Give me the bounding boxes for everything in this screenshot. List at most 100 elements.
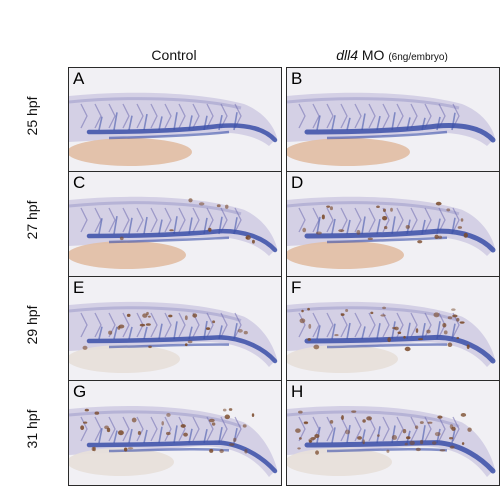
intersegmental-vessel [316, 325, 321, 340]
somite-boundary [354, 416, 362, 442]
panel-letter: G [73, 382, 87, 401]
pigment-spot [301, 309, 304, 313]
dorsal-band [69, 97, 242, 110]
intersegmental-vessel [421, 219, 426, 235]
somite-boundary [298, 207, 306, 233]
intersegmental-vessel [128, 115, 133, 131]
intersegmental-vessel [128, 326, 133, 340]
pigment-spot [180, 424, 186, 428]
pigment-spot [211, 422, 216, 426]
pigment-spot [456, 336, 460, 340]
pigment-spot [383, 226, 388, 230]
pigment-spot [205, 327, 211, 330]
pigment-spot [404, 346, 411, 352]
pigment-spot [446, 208, 451, 212]
somite-boundary [354, 207, 362, 233]
pigment-spot [166, 412, 171, 417]
column-header-control: Control [151, 47, 197, 63]
pigment-spot [137, 430, 142, 435]
intersegmental-vessel [143, 216, 148, 235]
embryo-image [69, 92, 278, 166]
pigment-spot [404, 442, 408, 446]
intersegmental-vessel [98, 218, 103, 235]
intersegmental-vessel [113, 112, 118, 131]
somite-boundary [164, 207, 172, 233]
somite-boundary [206, 103, 214, 129]
intersegmental-vessel [391, 216, 396, 235]
embryo-image [69, 301, 278, 373]
somite-boundary [298, 103, 306, 129]
row-label-29hpf: 29 hpf [24, 305, 40, 345]
intersegmental-vessel [346, 219, 351, 235]
pigment-spot [198, 202, 205, 206]
somite-boundary [108, 207, 116, 233]
pigment-spot [169, 229, 174, 232]
pigment-spot [397, 331, 402, 334]
somite-boundary [192, 207, 200, 233]
pigment-spot [187, 340, 193, 344]
somite-boundary [122, 207, 130, 233]
pigment-spot [108, 330, 113, 335]
pigment-spot [242, 424, 247, 428]
intersegmental-vessel [406, 117, 411, 131]
pigment-spot [438, 235, 443, 239]
pigment-spot [414, 425, 419, 430]
intersegmental-vessel [218, 325, 223, 340]
pigment-spot [463, 232, 468, 238]
intersegmental-vessel [158, 116, 163, 131]
intersegmental-vessel [331, 115, 336, 131]
intersegmental-vessel [391, 112, 396, 131]
yolk-extension [287, 138, 410, 166]
pigment-spot [452, 314, 458, 318]
pigment-spot [131, 417, 137, 423]
pigment-spot [417, 240, 423, 244]
pigment-spot [307, 337, 312, 341]
somite-boundary [326, 312, 334, 338]
pigment-spot [340, 313, 345, 316]
pigment-spot [237, 328, 243, 333]
somite-boundary [206, 312, 214, 338]
pigment-spot [370, 311, 374, 315]
pigment-spot [148, 345, 152, 349]
panel-letter: C [73, 173, 86, 192]
pigment-spot [212, 320, 216, 324]
panel-a: A [68, 67, 282, 173]
pigment-spot [298, 437, 302, 440]
yolk-extension [69, 138, 192, 166]
intersegmental-vessel [436, 218, 441, 235]
pigment-spot [83, 421, 88, 424]
pigment-spot [345, 429, 351, 435]
somite-boundary [410, 416, 418, 442]
pigment-spot [244, 449, 248, 454]
pigment-spot [451, 426, 456, 431]
pigment-spot [123, 447, 128, 452]
embryo-image [69, 405, 278, 477]
somite-boundary [382, 312, 390, 338]
intersegmental-vessel [188, 115, 193, 131]
pigment-spot [366, 416, 372, 421]
pigment-spot [315, 450, 319, 455]
pigment-spot [431, 441, 437, 445]
intersegmental-vessel [128, 428, 133, 444]
vessel-stain [86, 123, 278, 143]
intersegmental-vessel [361, 216, 366, 235]
pigment-spot [188, 198, 193, 203]
pigment-spot [126, 313, 131, 317]
somite-boundary [94, 103, 102, 129]
somite-boundary [424, 103, 432, 129]
pigment-spot [405, 436, 411, 440]
pigment-spot [460, 413, 467, 417]
somite-boundary [234, 207, 242, 233]
pigment-spot [356, 229, 361, 235]
somite-boundary [340, 207, 348, 233]
somite-boundary [312, 103, 320, 129]
somite-boundary [234, 312, 242, 338]
pigment-spot [233, 437, 237, 442]
pigment-spot [418, 338, 424, 341]
pigment-spot [415, 328, 419, 333]
pigment-spot [192, 313, 198, 318]
intersegmental-vessel [421, 117, 426, 131]
pigment-spot [382, 306, 387, 310]
intersegmental-vessel [376, 115, 381, 131]
pigment-spot [442, 322, 447, 328]
